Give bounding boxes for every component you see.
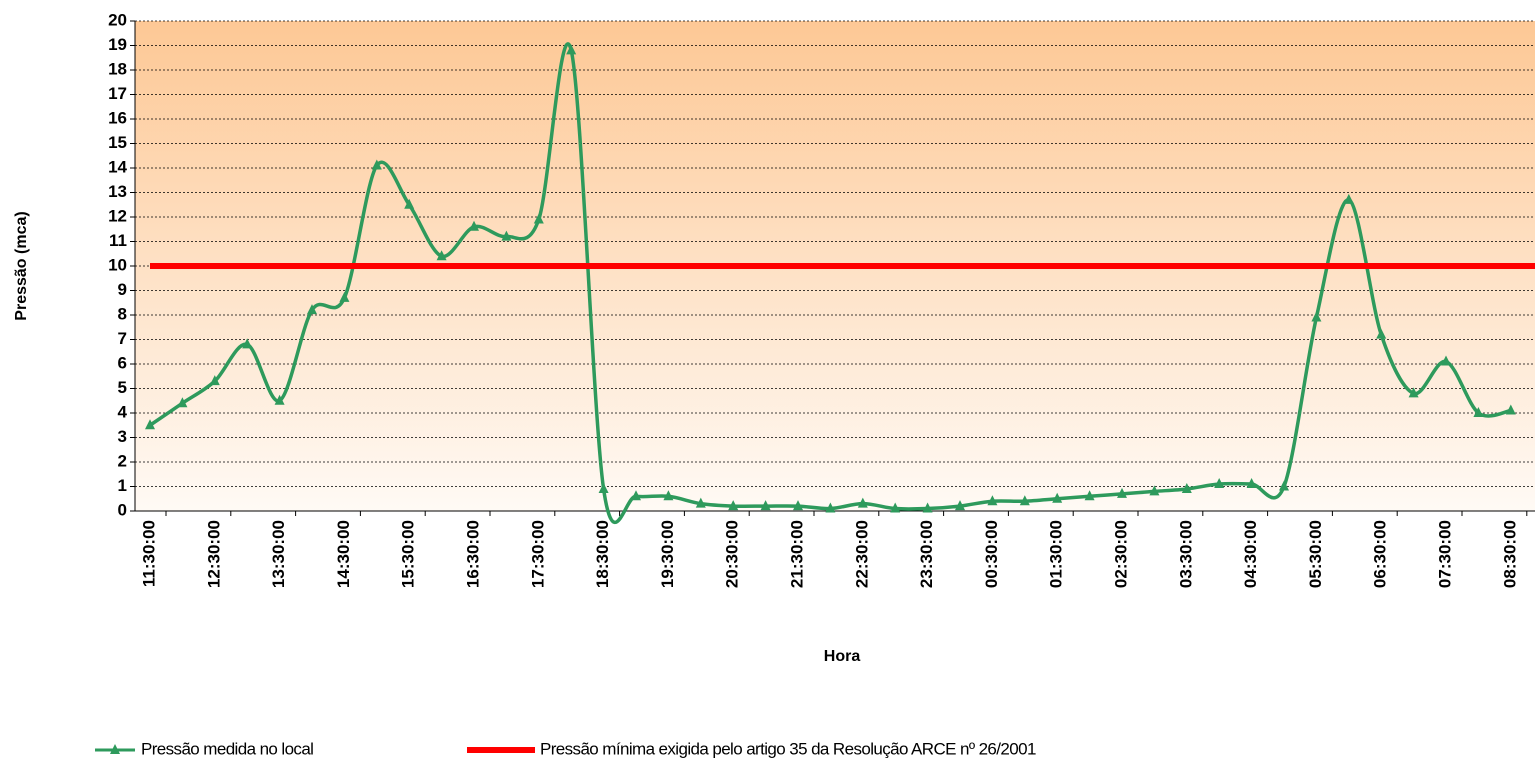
- y-tick-label: 1: [118, 476, 127, 495]
- marker: [955, 500, 965, 511]
- x-tick-label: 03:30:00: [1176, 520, 1195, 588]
- marker: [274, 394, 285, 405]
- marker: [1505, 404, 1516, 415]
- marker: [307, 304, 317, 315]
- marker: [339, 291, 350, 302]
- marker: [598, 482, 609, 493]
- marker: [890, 502, 901, 513]
- marker: [857, 497, 868, 508]
- x-axis-title: Hora: [824, 648, 861, 665]
- marker: [1052, 492, 1063, 503]
- legend-label: Pressão mínima exigida pelo artigo 35 da…: [540, 739, 1036, 758]
- x-tick-label: 08:30:00: [1500, 520, 1519, 588]
- y-tick-label: 11: [109, 231, 127, 250]
- legend-label: Pressão medida no local: [141, 739, 313, 758]
- marker: [1343, 193, 1354, 204]
- x-tick-label: 14:30:00: [334, 520, 353, 588]
- marker: [209, 375, 220, 386]
- marker: [1441, 355, 1451, 366]
- x-tick-label: 06:30:00: [1371, 520, 1390, 588]
- x-tick-label: 02:30:00: [1111, 520, 1130, 588]
- marker: [1246, 478, 1257, 489]
- marker: [242, 338, 253, 349]
- marker: [145, 419, 155, 430]
- y-tick-label: 6: [118, 353, 127, 372]
- x-tick-label: 22:30:00: [852, 520, 871, 588]
- marker: [695, 497, 706, 508]
- x-tick-label: 13:30:00: [269, 520, 288, 588]
- y-tick-label: 2: [118, 451, 127, 470]
- marker: [1311, 311, 1322, 322]
- marker: [371, 159, 382, 170]
- marker: [1117, 487, 1127, 498]
- y-tick-label: 5: [118, 378, 127, 397]
- marker: [1473, 407, 1484, 417]
- x-tick-label: 11:30:00: [139, 520, 158, 587]
- marker: [1181, 482, 1192, 493]
- x-tick-label: 18:30:00: [593, 520, 612, 588]
- marker: [404, 198, 415, 209]
- marker: [728, 500, 739, 511]
- legend-marker: [110, 744, 120, 754]
- x-tick-label: 15:30:00: [399, 520, 418, 588]
- marker: [760, 500, 771, 511]
- marker: [1376, 328, 1387, 339]
- x-tick-label: 17:30:00: [528, 520, 547, 588]
- marker: [793, 500, 803, 511]
- marker: [501, 230, 512, 241]
- y-tick-label: 9: [118, 280, 127, 299]
- marker: [1214, 478, 1225, 489]
- marker: [566, 44, 577, 55]
- y-tick-label: 7: [118, 329, 127, 348]
- x-tick-label: 07:30:00: [1435, 520, 1454, 588]
- marker: [1279, 480, 1289, 491]
- marker: [825, 502, 836, 513]
- y-tick-label: 14: [108, 157, 127, 176]
- y-tick-label: 12: [108, 206, 127, 225]
- y-tick-label: 20: [108, 10, 127, 29]
- marker: [1084, 490, 1095, 501]
- marker: [1019, 495, 1030, 506]
- x-tick-label: 05:30:00: [1306, 520, 1325, 588]
- y-tick-label: 3: [118, 427, 127, 446]
- x-tick-label: 20:30:00: [723, 520, 742, 588]
- x-tick-label: 16:30:00: [463, 520, 482, 588]
- y-tick-label: 17: [108, 84, 127, 103]
- x-tick-label: 00:30:00: [982, 520, 1001, 588]
- marker: [922, 502, 933, 513]
- marker: [1149, 485, 1160, 496]
- y-tick-label: 15: [108, 133, 127, 152]
- y-tick-label: 18: [108, 59, 127, 78]
- marker: [631, 490, 641, 501]
- x-tick-label: 21:30:00: [787, 520, 806, 588]
- x-tick-label: 19:30:00: [658, 520, 677, 588]
- marker: [177, 397, 188, 408]
- marker: [469, 220, 479, 231]
- x-tick-label: 12:30:00: [204, 520, 223, 588]
- x-tick-label: 23:30:00: [917, 520, 936, 588]
- y-tick-label: 0: [118, 500, 127, 519]
- y-tick-label: 10: [108, 255, 127, 274]
- x-tick-label: 01:30:00: [1047, 520, 1066, 588]
- y-tick-label: 16: [108, 108, 127, 127]
- y-tick-label: 13: [108, 182, 127, 201]
- marker: [436, 250, 447, 261]
- marker: [663, 490, 674, 501]
- y-tick-label: 4: [118, 402, 128, 421]
- y-tick-label: 19: [108, 35, 127, 54]
- y-tick-label: 8: [118, 304, 127, 323]
- marker: [1408, 387, 1419, 398]
- y-axis-title: Pressão (mca): [13, 211, 30, 320]
- x-tick-label: 04:30:00: [1241, 520, 1260, 588]
- marker: [533, 213, 544, 224]
- marker: [987, 495, 998, 506]
